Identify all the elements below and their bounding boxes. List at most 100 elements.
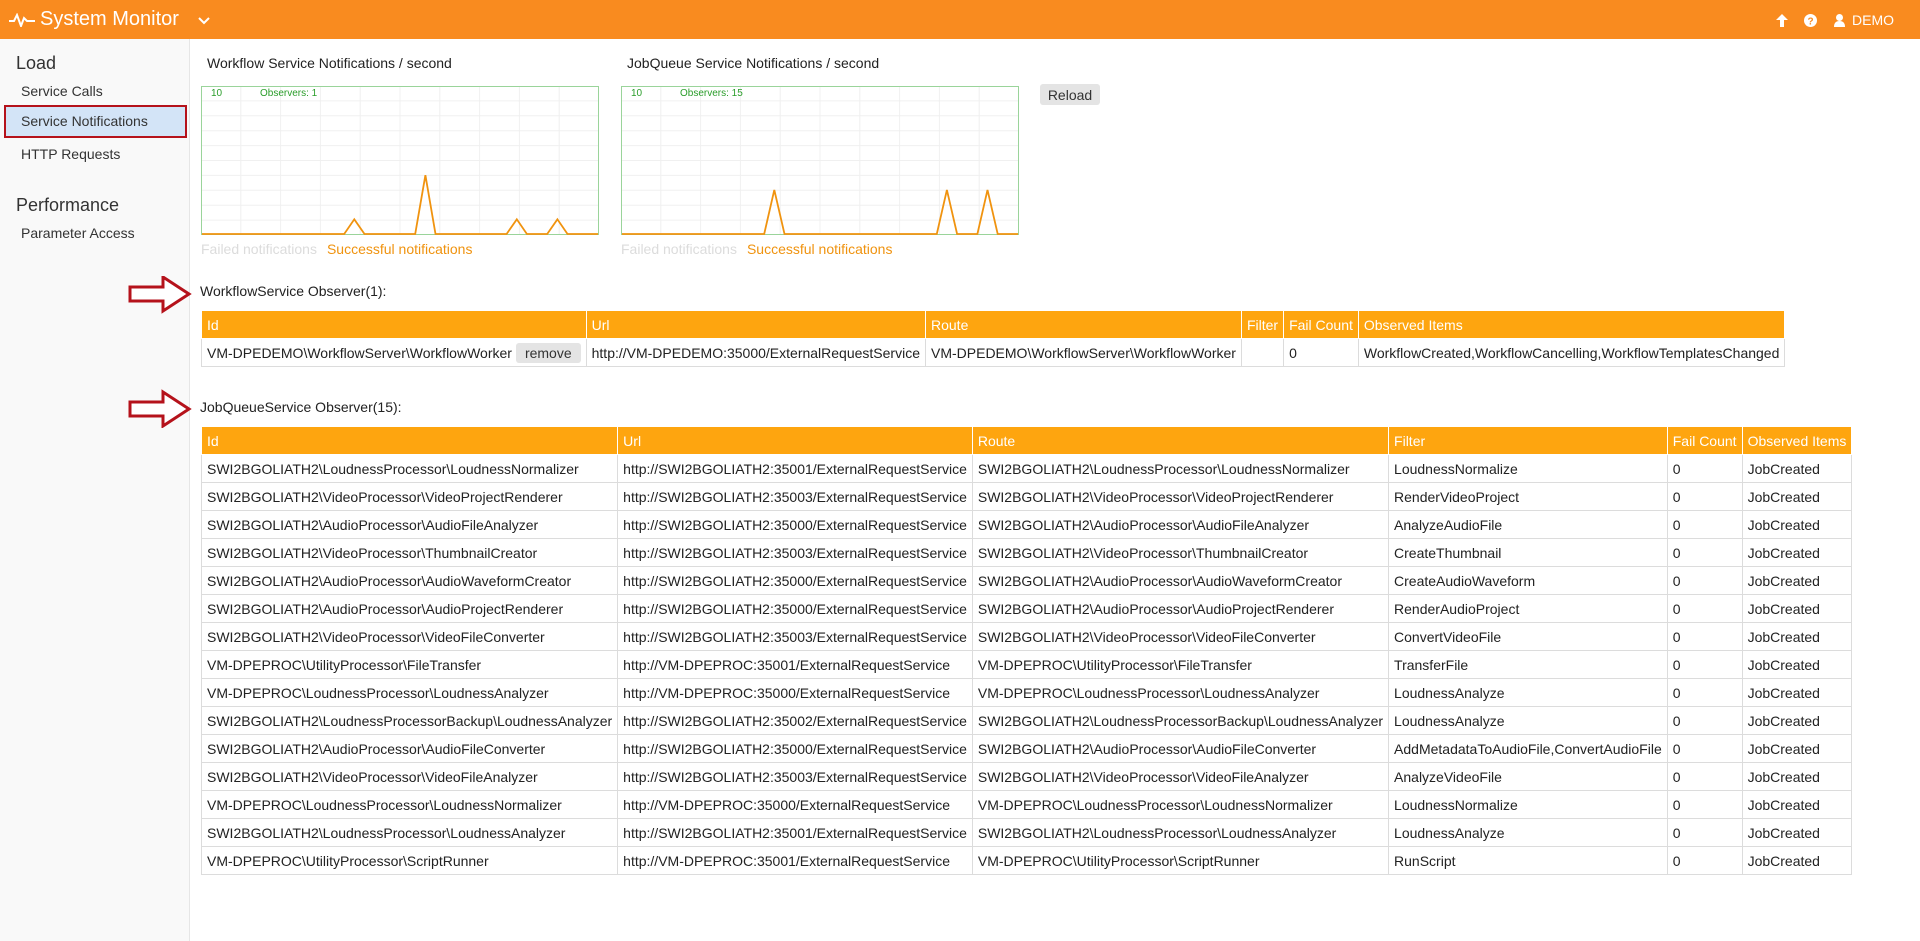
cell: http://SWI2BGOLIATH2:35000/ExternalReque… <box>617 566 973 595</box>
cell-text: VM-DPEPROC\LoudnessProcessor\LoudnessAna… <box>207 684 549 701</box>
cell: CreateAudioWaveform <box>1388 566 1668 595</box>
cell: SWI2BGOLIATH2\VideoProcessor\VideoProjec… <box>200 482 619 511</box>
cell-text: LoudnessNormalize <box>1394 460 1518 477</box>
cell: 0 <box>1666 650 1743 679</box>
cell: ConvertVideoFile <box>1388 622 1668 651</box>
cell-text: VM-DPEPROC\LoudnessProcessor\LoudnessNor… <box>207 796 562 813</box>
cell <box>1240 338 1285 367</box>
chevron[interactable] <box>198 17 210 25</box>
cell-text: 0 <box>1672 740 1681 757</box>
app-title[interactable]: System Monitor <box>40 8 179 30</box>
remove-button[interactable]: remove <box>515 342 581 363</box>
cell: http://VM-DPEPROC:35000/ExternalRequestS… <box>617 678 973 707</box>
cell: AnalyzeVideoFile <box>1388 762 1668 791</box>
cell: RunScript <box>1388 846 1668 875</box>
cell: VM-DPEPROC\UtilityProcessor\FileTransfer <box>200 650 619 679</box>
chart-title: Workflow Service Notifications / second <box>207 55 452 71</box>
chart-plot: 10 Observers: 1 <box>201 86 599 235</box>
cell-text: http://VM-DPEPROC:35000/ExternalRequestS… <box>623 796 950 813</box>
cell-text: VM-DPEDEMO\WorkflowServer\WorkflowWorker <box>931 344 1236 361</box>
table-title: JobQueueService Observer(15): <box>200 399 402 415</box>
header-row: Id Url Route Filter Fail Count Observed Items <box>201 311 1786 339</box>
cell-text: SWI2BGOLIATH2\VideoProcessor\ThumbnailCr… <box>207 544 538 561</box>
user-icon[interactable] <box>1834 14 1845 27</box>
upload-icon[interactable] <box>1776 14 1788 27</box>
column-header: Url <box>585 311 927 339</box>
cell: JobCreated <box>1741 622 1853 651</box>
row: SWI2BGOLIATH2\LoudnessProcessor\Loudness… <box>200 454 1853 483</box>
row: SWI2BGOLIATH2\VideoProcessor\VideoFileAn… <box>200 762 1853 791</box>
cell-text: JobCreated <box>1747 768 1820 785</box>
row: SWI2BGOLIATH2\LoudnessProcessorBackup\Lo… <box>200 706 1853 735</box>
cell-text: SWI2BGOLIATH2\LoudnessProcessor\Loudness… <box>207 460 579 477</box>
cell: JobCreated <box>1741 594 1853 623</box>
annotation: Observers: 1 <box>260 88 318 99</box>
cell-text: SWI2BGOLIATH2\LoudnessProcessor\Loudness… <box>207 824 566 841</box>
cell: TransferFile <box>1388 650 1668 679</box>
cell: SWI2BGOLIATH2\VideoProcessor\ThumbnailCr… <box>200 538 619 567</box>
cell-text: SWI2BGOLIATH2\VideoProcessor\VideoFileAn… <box>977 768 1309 785</box>
cell: SWI2BGOLIATH2\LoudnessProcessorBackup\Lo… <box>971 706 1390 735</box>
cell: SWI2BGOLIATH2\AudioProcessor\AudioProjec… <box>971 594 1390 623</box>
cell-text: CreateThumbnail <box>1394 544 1502 561</box>
cell: AnalyzeAudioFile <box>1388 510 1668 539</box>
cell: http://SWI2BGOLIATH2:35000/ExternalReque… <box>617 510 973 539</box>
cell: LoudnessNormalize <box>1388 790 1668 819</box>
column-header: Observed Items <box>1357 311 1786 339</box>
legend-entry[interactable]: Failed notifications <box>621 241 737 257</box>
cell-text: VM-DPEPROC\UtilityProcessor\FileTransfer <box>207 656 482 673</box>
cell: SWI2BGOLIATH2\AudioProcessor\AudioProjec… <box>200 594 619 623</box>
help-icon[interactable]: ? <box>1804 14 1817 27</box>
cell: SWI2BGOLIATH2\AudioProcessor\AudioFileAn… <box>200 510 619 539</box>
cell: VM-DPEPROC\LoudnessProcessor\LoudnessNor… <box>971 790 1390 819</box>
cell-text: JobCreated <box>1747 824 1820 841</box>
cell: WorkflowCreated,WorkflowCancelling,Workf… <box>1357 338 1786 367</box>
nav-item[interactable]: Service Calls <box>21 83 103 99</box>
cell-text: 0 <box>1672 824 1681 841</box>
cell-text: JobCreated <box>1747 684 1820 701</box>
cell: http://SWI2BGOLIATH2:35003/ExternalReque… <box>617 622 973 651</box>
chart-plot: 10 Observers: 15 <box>621 86 1019 235</box>
cell: LoudnessAnalyze <box>1388 818 1668 847</box>
cell-text: 0 <box>1672 768 1681 785</box>
nav-item[interactable]: Service Notifications <box>4 105 187 138</box>
cell-text: AnalyzeAudioFile <box>1394 516 1503 533</box>
reload-button[interactable]: Reload <box>1040 84 1100 105</box>
cell-text: http://SWI2BGOLIATH2:35003/ExternalReque… <box>623 768 967 785</box>
cell: SWI2BGOLIATH2\VideoProcessor\VideoProjec… <box>971 482 1390 511</box>
user-name[interactable]: DEMO <box>1852 12 1894 28</box>
cell: CreateThumbnail <box>1388 538 1668 567</box>
table-title: WorkflowService Observer(1): <box>200 283 387 299</box>
cell-text: http://SWI2BGOLIATH2:35000/ExternalReque… <box>623 572 967 589</box>
column-header: Filter <box>1388 427 1668 455</box>
observer-table: Id Url Route Filter Fail Count Observed Items… <box>201 311 1786 367</box>
legend-entry[interactable]: Successful notifications <box>326 241 473 257</box>
cell-text: http://SWI2BGOLIATH2:35002/ExternalReque… <box>623 712 967 729</box>
cell-text: http://VM-DPEPROC:35000/ExternalRequestS… <box>623 684 950 701</box>
cell-text: SWI2BGOLIATH2\AudioProcessor\AudioFileCo… <box>977 740 1317 757</box>
section-title: Performance <box>16 195 120 215</box>
legend-entry[interactable]: Successful notifications <box>746 241 893 257</box>
row: VM-DPEPROC\UtilityProcessor\FileTransfer… <box>200 650 1853 679</box>
nav-item[interactable]: HTTP Requests <box>21 146 121 162</box>
cell: SWI2BGOLIATH2\LoudnessProcessor\Loudness… <box>971 454 1390 483</box>
cell-text: VM-DPEPROC\UtilityProcessor\FileTransfer <box>977 656 1252 673</box>
cell-text: WorkflowCreated,WorkflowCancelling,Workf… <box>1363 344 1780 361</box>
cell: LoudnessAnalyze <box>1388 706 1668 735</box>
cell: http://SWI2BGOLIATH2:35003/ExternalReque… <box>617 538 973 567</box>
nav-item[interactable]: Parameter Access <box>21 225 135 241</box>
cell: SWI2BGOLIATH2\AudioProcessor\AudioWavefo… <box>971 566 1390 595</box>
row: SWI2BGOLIATH2\LoudnessProcessor\Loudness… <box>200 818 1853 847</box>
cell-text: SWI2BGOLIATH2\AudioProcessor\AudioWavefo… <box>207 572 572 589</box>
cell-text: SWI2BGOLIATH2\AudioProcessor\AudioWavefo… <box>977 572 1342 589</box>
legend-entry[interactable]: Failed notifications <box>201 241 317 257</box>
cell-text: JobCreated <box>1747 488 1820 505</box>
cell: JobCreated <box>1741 510 1853 539</box>
cell: 0 <box>1666 846 1743 875</box>
cell: VM-DPEPROC\LoudnessProcessor\LoudnessAna… <box>971 678 1390 707</box>
column-header: Fail Count <box>1283 311 1359 339</box>
cell: JobCreated <box>1741 846 1853 875</box>
top-bar: System Monitor ? DEMO <box>0 0 1920 39</box>
cell: 0 <box>1666 734 1743 763</box>
cell-text: SWI2BGOLIATH2\VideoProcessor\VideoFileCo… <box>977 628 1316 645</box>
